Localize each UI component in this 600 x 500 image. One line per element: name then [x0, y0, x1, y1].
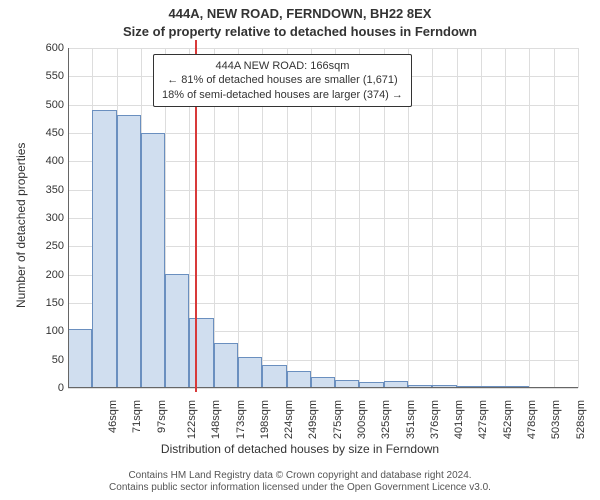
x-tick: 97sqm	[156, 400, 168, 433]
y-tick: 50	[2, 354, 64, 366]
x-tick: 198sqm	[259, 400, 271, 439]
bar	[262, 365, 286, 388]
grid-line-v	[432, 48, 433, 388]
footnote: Contains HM Land Registry data © Crown c…	[0, 470, 600, 494]
y-tick: 250	[2, 240, 64, 252]
annotation-line3: 18% of semi-detached houses are larger (…	[162, 88, 403, 102]
x-tick: 173sqm	[235, 400, 247, 439]
x-tick: 46sqm	[107, 400, 119, 433]
y-tick: 0	[2, 382, 64, 394]
y-tick: 400	[2, 155, 64, 167]
y-tick: 500	[2, 99, 64, 111]
grid-line-v	[457, 48, 458, 388]
y-tick: 200	[2, 269, 64, 281]
x-tick: 503sqm	[550, 400, 562, 439]
x-tick-container: 46sqm 71sqm 97sqm 122sqm 148sqm 173sqm 198sqm 2…	[68, 388, 578, 448]
chart-title-line1: 444A, NEW ROAD, FERNDOWN, BH22 8EX	[0, 6, 600, 21]
y-tick: 600	[2, 42, 64, 54]
grid-line-v	[505, 48, 506, 388]
footnote-line1: Contains HM Land Registry data © Crown c…	[0, 470, 600, 482]
annotation-line2: ← 81% of detached houses are smaller (1,…	[162, 73, 403, 87]
x-tick: 249sqm	[308, 400, 320, 439]
x-tick: 478sqm	[526, 400, 538, 439]
x-tick: 148sqm	[210, 400, 222, 439]
y-tick: 350	[2, 184, 64, 196]
bar	[238, 357, 262, 388]
footnote-line2: Contains public sector information licen…	[0, 482, 600, 494]
x-tick: 325sqm	[380, 400, 392, 439]
y-tick: 450	[2, 127, 64, 139]
bar	[92, 110, 116, 388]
bar	[117, 115, 141, 388]
y-tick-container: 050100150200250300350400450500550600	[0, 48, 68, 388]
x-tick: 528sqm	[575, 400, 587, 439]
y-tick: 550	[2, 70, 64, 82]
grid-line-v	[529, 48, 530, 388]
bar	[165, 274, 189, 388]
grid-line-v	[554, 48, 555, 388]
bar	[141, 133, 165, 388]
chart-title-line2: Size of property relative to detached ho…	[0, 24, 600, 39]
x-tick: 452sqm	[502, 400, 514, 439]
y-axis-line	[68, 48, 69, 388]
x-tick: 122sqm	[186, 400, 198, 439]
bar	[287, 371, 311, 388]
bar	[189, 318, 213, 388]
bar	[214, 343, 238, 388]
bar	[68, 329, 92, 389]
y-tick: 150	[2, 297, 64, 309]
x-tick: 376sqm	[429, 400, 441, 439]
y-tick: 100	[2, 325, 64, 337]
grid-line-h	[68, 48, 578, 49]
y-tick: 300	[2, 212, 64, 224]
grid-line-v	[578, 48, 579, 388]
x-tick: 427sqm	[478, 400, 490, 439]
x-tick: 300sqm	[356, 400, 368, 439]
x-tick: 351sqm	[405, 400, 417, 439]
annotation-line1: 444A NEW ROAD: 166sqm	[162, 59, 403, 73]
x-tick: 401sqm	[453, 400, 465, 439]
x-tick: 71sqm	[131, 400, 143, 433]
x-axis-label: Distribution of detached houses by size …	[0, 442, 600, 456]
grid-line-v	[481, 48, 482, 388]
x-tick: 224sqm	[283, 400, 295, 439]
annotation-box: 444A NEW ROAD: 166sqm ← 81% of detached …	[153, 54, 412, 107]
x-tick: 275sqm	[332, 400, 344, 439]
